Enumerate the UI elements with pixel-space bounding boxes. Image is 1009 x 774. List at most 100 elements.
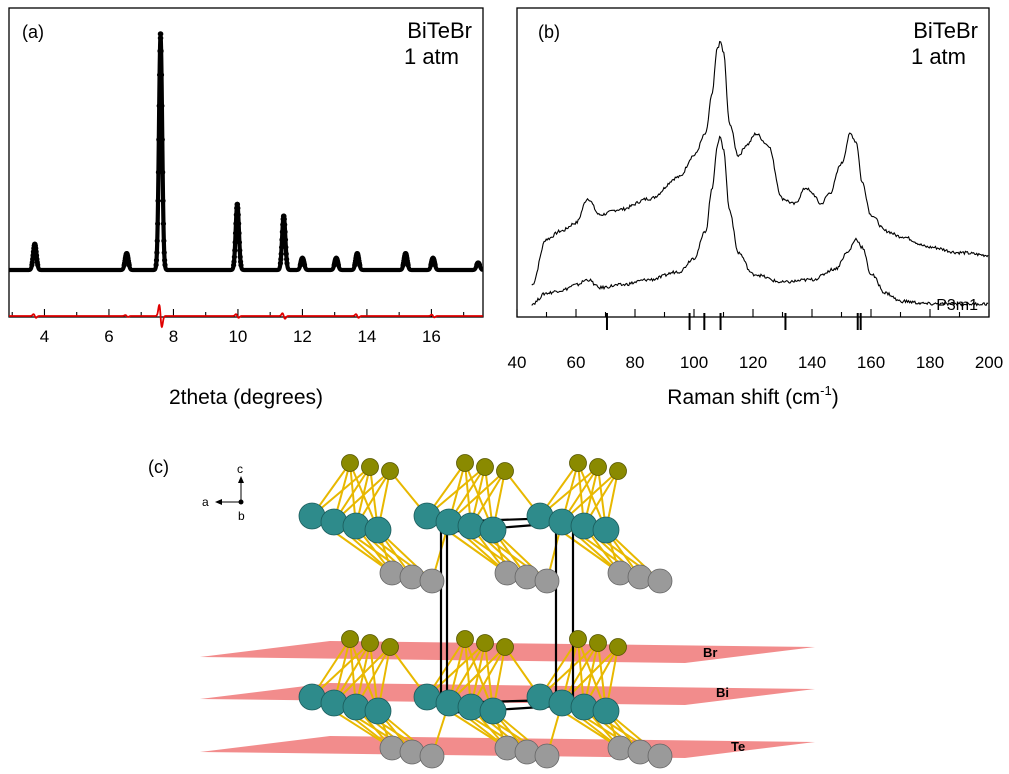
br-atom [341, 454, 359, 472]
observed-point [155, 221, 161, 227]
observed-point [235, 205, 241, 211]
bi-atom [570, 693, 598, 721]
br-atom [456, 454, 474, 472]
observed-point [237, 254, 243, 260]
panel-a-label: (a) [22, 22, 44, 42]
raman-spectrum-1 [531, 40, 989, 286]
panel-b-x-tick-label: 100 [680, 353, 708, 372]
panel-a-x-tick-label: 10 [228, 327, 247, 346]
br-atom [589, 458, 607, 476]
br-atom [341, 630, 359, 648]
bi-atom [548, 689, 576, 717]
panel-b-compound: BiTeBr [913, 18, 978, 43]
bi-atom [364, 697, 392, 725]
compass-c-arrowhead [238, 476, 244, 483]
observed-point [277, 260, 284, 266]
observed-point [232, 247, 238, 254]
panel-b-x-tick-label: 180 [916, 353, 944, 372]
panel-b-x-axis-title-main: Raman shift (cm [667, 386, 820, 409]
bi-atom [457, 512, 485, 540]
br-atom [569, 630, 587, 648]
panel-b-raman: 40 60 80 100 120 140 160 180 200 (b) BiTeBr 1 at… [508, 7, 1003, 409]
panel-a-x-tick-label: 8 [169, 327, 178, 346]
layer-label-br: Br [703, 645, 717, 660]
bi-atom [479, 697, 507, 725]
observed-point [232, 239, 238, 245]
observed-point [160, 221, 167, 227]
br-atom [476, 634, 494, 652]
bi-atom [479, 516, 507, 544]
panel-a-x-tick-label: 4 [40, 327, 49, 346]
observed-point [162, 262, 168, 268]
observed-point [405, 262, 411, 268]
br-atom [381, 638, 399, 656]
observed-point [155, 198, 161, 204]
panel-b-x-tick-label: 200 [975, 353, 1003, 372]
observed-point [278, 256, 284, 262]
bi-atom [320, 689, 348, 717]
observed-point [236, 230, 242, 236]
bi-atom [570, 512, 598, 540]
observed-point [231, 259, 237, 265]
difference-curve [9, 303, 483, 329]
panel-b-x-tick-label: 80 [626, 353, 645, 372]
te-atom [647, 743, 673, 769]
observed-point [281, 216, 287, 222]
panel-a-xrd: 4 6 8 10 12 14 16 (a) BiTeBr 1 atm 2theta (deg… [7, 7, 485, 409]
bi-atom [592, 697, 620, 725]
observed-point [284, 260, 290, 266]
panel-b-x-axis-title-sup: -1 [820, 383, 832, 398]
observed-point [283, 244, 289, 250]
te-atom [534, 743, 560, 769]
observed-point [155, 169, 162, 175]
observed-point [161, 238, 167, 244]
panel-b-x-tick-label: 40 [508, 353, 527, 372]
observed-point [159, 137, 165, 143]
observed-point [278, 244, 285, 250]
panel-a-x-ticks: 4 6 8 10 12 14 16 [11, 309, 465, 346]
observed-point [158, 48, 164, 54]
br-atom [496, 638, 514, 656]
panel-a-x-tick-label: 16 [422, 327, 441, 346]
panel-b-x-tick-label: 140 [798, 353, 826, 372]
bi-atom [592, 516, 620, 544]
bi-atom [342, 512, 370, 540]
observed-point [284, 256, 290, 262]
panel-a-x-tick-label: 6 [104, 327, 113, 346]
br-atom [476, 458, 494, 476]
observed-point [126, 262, 132, 268]
observed-point [282, 229, 288, 235]
observed-point [153, 262, 159, 268]
panel-c-label: (c) [148, 457, 169, 477]
panel-b-pressure: 1 atm [911, 44, 966, 69]
observed-pattern [7, 34, 485, 273]
te-atom [419, 568, 445, 594]
observed-point-max [157, 31, 164, 37]
br-atom [361, 634, 379, 652]
panel-a-x-axis-title: 2theta (degrees) [169, 386, 323, 409]
br-atom [361, 458, 379, 476]
panel-c-structure: (c) c a b Br Bi Te [148, 454, 815, 769]
observed-point [236, 239, 243, 245]
observed-point [476, 262, 483, 268]
panel-b-x-axis-title: Raman shift (cm-1) [667, 383, 838, 409]
panel-b-x-tick-label: 160 [857, 353, 885, 372]
observed-point [301, 262, 308, 268]
axes-compass: c a b [202, 462, 245, 523]
observed-point [282, 222, 288, 228]
observed-point [237, 247, 243, 254]
observed-point [231, 254, 237, 260]
observed-point [236, 220, 242, 227]
observed-point [235, 212, 241, 218]
observed-point [278, 251, 284, 257]
layer-label-te: Te [731, 739, 745, 754]
atoms [298, 454, 673, 769]
observed-point [160, 198, 166, 204]
bi-atom [457, 693, 485, 721]
panel-a-frame [8, 7, 484, 318]
observed-point [153, 257, 160, 263]
observed-point [158, 35, 164, 41]
panel-b-x-tick-label: 120 [739, 353, 767, 372]
br-atom [456, 630, 474, 648]
